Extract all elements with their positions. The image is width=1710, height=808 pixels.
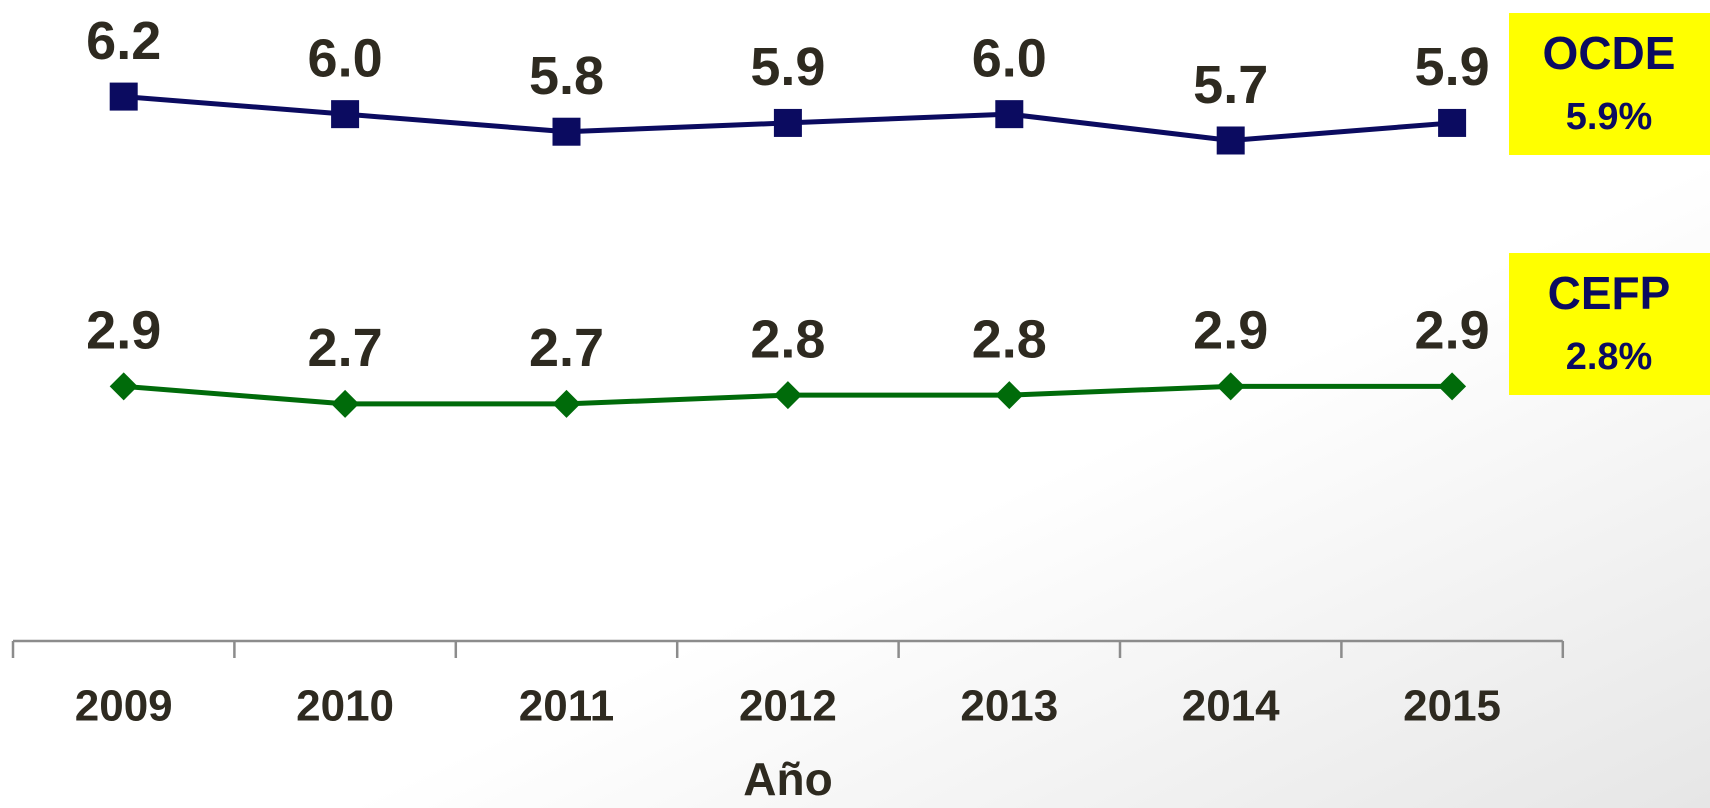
marker <box>1438 108 1467 137</box>
data-label: 2.7 <box>308 318 383 378</box>
legend-average: 2.8% <box>1566 336 1653 378</box>
legend-average: 5.9% <box>1566 96 1653 138</box>
data-label: 2.9 <box>1193 301 1268 361</box>
marker <box>773 381 802 410</box>
marker <box>109 82 138 111</box>
marker <box>109 372 138 401</box>
data-label: 2.9 <box>1415 301 1490 361</box>
data-label: 6.2 <box>86 11 161 71</box>
data-label: 2.8 <box>972 309 1047 369</box>
legend-box <box>1509 13 1710 155</box>
data-label: 2.8 <box>750 309 825 369</box>
marker <box>1438 372 1467 401</box>
legend-name: OCDE <box>1543 27 1676 79</box>
data-label: 6.0 <box>972 28 1047 88</box>
marker <box>331 100 360 129</box>
data-label: 5.8 <box>529 46 604 106</box>
x-tick-label: 2014 <box>1182 682 1280 731</box>
x-tick-label: 2012 <box>739 682 837 731</box>
marker <box>1216 126 1245 155</box>
data-label: 2.9 <box>86 301 161 361</box>
marker <box>773 108 802 137</box>
x-axis-label: Año <box>743 753 832 805</box>
x-tick-label: 2011 <box>519 682 614 731</box>
marker <box>331 389 360 418</box>
marker <box>552 389 581 418</box>
data-label: 2.7 <box>529 318 604 378</box>
legend-name: CEFP <box>1548 267 1671 319</box>
data-label: 5.7 <box>1193 55 1268 115</box>
data-label: 5.9 <box>750 37 825 97</box>
data-label: 5.9 <box>1415 37 1490 97</box>
marker <box>995 381 1024 410</box>
x-tick-label: 2010 <box>296 682 394 731</box>
marker <box>995 100 1024 129</box>
x-tick-label: 2013 <box>960 682 1058 731</box>
x-tick-label: 2009 <box>75 682 173 731</box>
legend-box <box>1509 253 1710 395</box>
marker <box>552 117 581 146</box>
x-tick-label: 2015 <box>1403 682 1501 731</box>
data-label: 6.0 <box>308 28 383 88</box>
marker <box>1216 372 1245 401</box>
